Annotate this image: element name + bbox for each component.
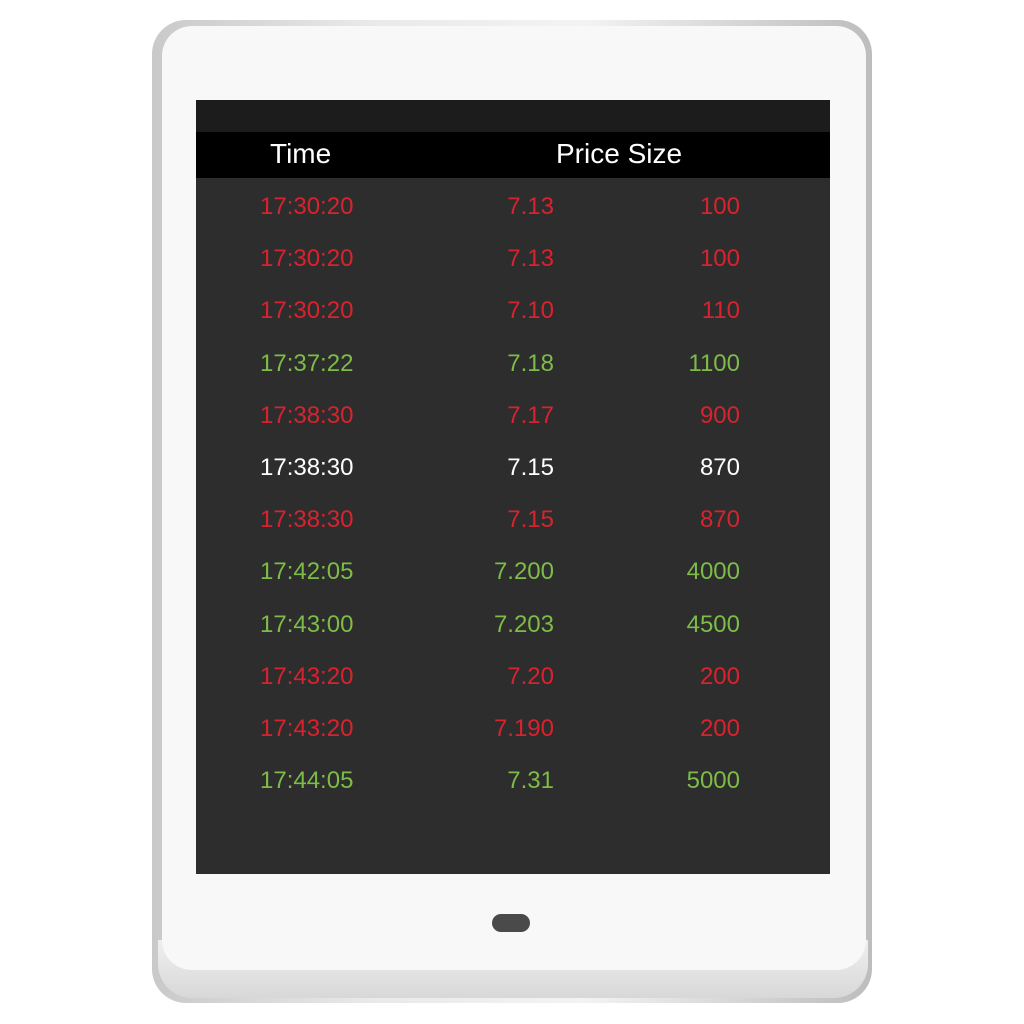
trade-time: 17:38:30 (260, 453, 354, 481)
trade-price: 7.190 (493, 714, 554, 742)
trade-row: 17:38:30 7.15 870 (196, 505, 830, 557)
trade-price: 7.10 (507, 297, 554, 325)
trade-row: 17:30:20 7.13 100 (196, 192, 830, 244)
trade-row: 17:43:20 7.190 200 (196, 714, 830, 766)
trade-row: 17:43:20 7.20 200 (196, 662, 830, 714)
trade-size: 4000 (686, 558, 740, 586)
trade-size: 4500 (686, 610, 740, 638)
home-button[interactable] (492, 914, 530, 932)
trade-time: 17:37:22 (260, 349, 354, 377)
trade-row: 17:43:00 7.203 4500 (196, 610, 830, 662)
trade-size: 100 (699, 245, 740, 273)
trade-row: 17:38:30 7.15 870 (196, 453, 830, 505)
trade-price: 7.31 (507, 767, 554, 795)
trade-size: 110 (701, 297, 740, 325)
trade-price: 7.17 (507, 401, 554, 429)
trade-price: 7.13 (507, 193, 554, 220)
trade-row: 17:30:20 7.13 100 (196, 244, 830, 296)
trade-size: 200 (699, 714, 740, 742)
trade-time: 17:43:20 (260, 662, 354, 690)
trade-time: 17:30:20 (260, 245, 354, 273)
trade-time: 17:38:30 (260, 506, 354, 534)
trade-price: 7.18 (507, 349, 554, 377)
trade-price: 7.15 (507, 506, 554, 534)
trade-price: 7.20 (507, 662, 554, 690)
trade-table-header: Time Price Size (196, 132, 830, 178)
trade-time: 17:30:20 (260, 193, 354, 220)
trade-time: 17:43:00 (260, 610, 354, 638)
trade-row: 17:44:05 7.31 5000 (196, 766, 830, 818)
trade-time: 17:43:20 (260, 714, 354, 742)
trade-size: 870 (699, 453, 740, 481)
trade-size: 1100 (688, 349, 740, 377)
trade-row: 17:37:22 7.18 1100 (196, 349, 830, 401)
trade-time: 17:38:30 (260, 401, 354, 429)
trade-list: 17:30:20 7.13 100 17:30:20 7.13 100 17:3… (196, 192, 830, 818)
trade-time: 17:30:20 (260, 297, 354, 325)
trade-time: 17:42:05 (260, 558, 354, 586)
trade-price: 7.203 (493, 610, 554, 638)
trade-size: 5000 (686, 767, 740, 795)
trade-time: 17:44:05 (260, 767, 354, 795)
trade-size: 100 (699, 193, 740, 220)
trade-row: 17:42:05 7.200 4000 (196, 557, 830, 609)
trade-row: 17:38:30 7.17 900 (196, 401, 830, 453)
trade-price: 7.13 (507, 245, 554, 273)
trade-row: 17:30:20 7.10 110 (196, 296, 830, 348)
column-header-time: Time (270, 138, 332, 169)
trade-size: 870 (699, 506, 740, 534)
trade-price: 7.15 (507, 453, 554, 481)
trade-size: 200 (699, 662, 740, 690)
trade-size: 900 (699, 401, 740, 429)
status-bar (196, 100, 830, 132)
column-header-price-size: Price Size (556, 138, 683, 169)
trade-price: 7.200 (493, 558, 554, 586)
tablet-screen: Time Price Size 17:30:20 7.13 100 17:30:… (196, 100, 830, 874)
